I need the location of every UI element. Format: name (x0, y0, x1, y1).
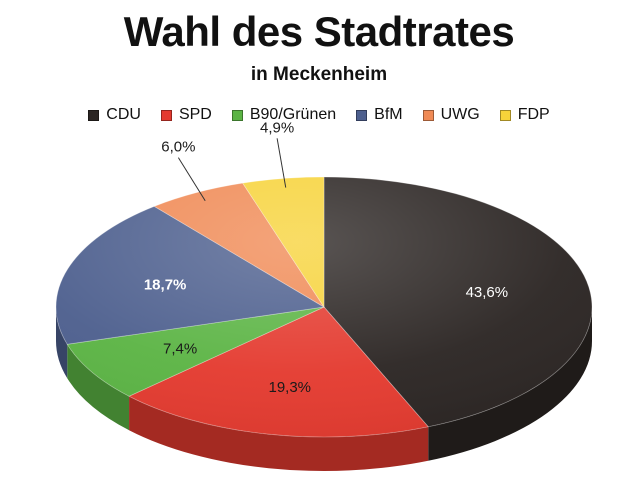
legend-item-bfm: BfM (356, 106, 403, 124)
legend-item-spd: SPD (160, 106, 212, 124)
pie-side-spd (129, 396, 429, 471)
legend-label-cdu: CDU (106, 106, 141, 123)
pie-leader-lines (177, 138, 287, 201)
leader-line-fdp (276, 138, 287, 188)
legend-label-bfm: BfM (374, 106, 403, 123)
legend-swatch-uwg (422, 109, 434, 121)
pie-slices (55, 176, 593, 438)
legend-item-fdp: FDP (499, 106, 550, 124)
data-label-bfm: 18,7% (144, 276, 187, 293)
legend-swatch-gruene (231, 109, 243, 121)
data-label-cdu: 43,6% (466, 284, 509, 301)
legend-label-fdp: FDP (517, 106, 550, 123)
legend-swatch-fdp (499, 109, 511, 121)
legend-label-spd: SPD (178, 106, 212, 123)
legend-item-uwg: UWG (422, 106, 480, 124)
chart-legend: CDU SPD B90/Grünen BfM UWG FDP (0, 106, 638, 124)
legend-swatch-cdu (88, 109, 100, 121)
data-label-fdp: 4,9% (260, 119, 294, 136)
legend-item-gruene: B90/Grünen (231, 106, 337, 124)
legend-label-uwg: UWG (440, 106, 480, 123)
legend-item-cdu: CDU (88, 106, 141, 124)
legend-swatch-bfm (356, 109, 368, 121)
data-label-uwg: 6,0% (161, 139, 195, 156)
leader-line-uwg (177, 157, 206, 201)
chart-title: Wahl des Stadtrates (123, 8, 515, 55)
pie-data-labels: 43,6% 19,3% 7,4% 18,7% 6,0% 4,9% (144, 119, 508, 396)
data-label-b90-gr-nen: 7,4% (163, 340, 197, 357)
chart-subtitle: in Meckenheim (250, 64, 388, 85)
legend-swatch-spd (160, 109, 172, 121)
legend-label-gruene: B90/Grünen (249, 106, 337, 123)
data-label-spd: 19,3% (268, 379, 311, 396)
